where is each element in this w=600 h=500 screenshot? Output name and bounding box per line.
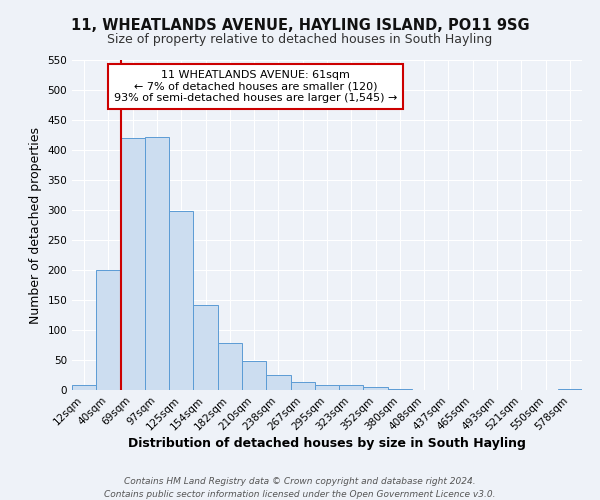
Bar <box>169 211 193 390</box>
Text: Contains public sector information licensed under the Open Government Licence v3: Contains public sector information licen… <box>104 490 496 499</box>
Bar <box>96 270 121 390</box>
Bar <box>388 389 412 390</box>
Y-axis label: Number of detached properties: Number of detached properties <box>29 126 42 324</box>
Bar <box>339 385 364 390</box>
Bar <box>72 385 96 390</box>
Bar <box>218 343 242 390</box>
Text: Size of property relative to detached houses in South Hayling: Size of property relative to detached ho… <box>107 32 493 46</box>
Bar <box>364 387 388 390</box>
Bar <box>242 361 266 390</box>
Text: Contains HM Land Registry data © Crown copyright and database right 2024.: Contains HM Land Registry data © Crown c… <box>124 478 476 486</box>
Text: 11 WHEATLANDS AVENUE: 61sqm
← 7% of detached houses are smaller (120)
93% of sem: 11 WHEATLANDS AVENUE: 61sqm ← 7% of deta… <box>114 70 397 103</box>
Bar <box>266 375 290 390</box>
Bar <box>290 382 315 390</box>
Text: 11, WHEATLANDS AVENUE, HAYLING ISLAND, PO11 9SG: 11, WHEATLANDS AVENUE, HAYLING ISLAND, P… <box>71 18 529 32</box>
Bar <box>145 137 169 390</box>
Bar <box>315 384 339 390</box>
Bar <box>121 138 145 390</box>
Bar <box>193 305 218 390</box>
Bar <box>558 389 582 390</box>
X-axis label: Distribution of detached houses by size in South Hayling: Distribution of detached houses by size … <box>128 438 526 450</box>
